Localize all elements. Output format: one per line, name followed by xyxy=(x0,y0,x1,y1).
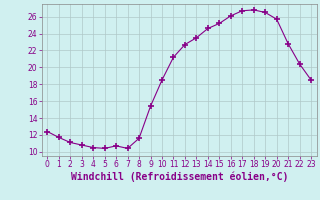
X-axis label: Windchill (Refroidissement éolien,°C): Windchill (Refroidissement éolien,°C) xyxy=(70,172,288,182)
